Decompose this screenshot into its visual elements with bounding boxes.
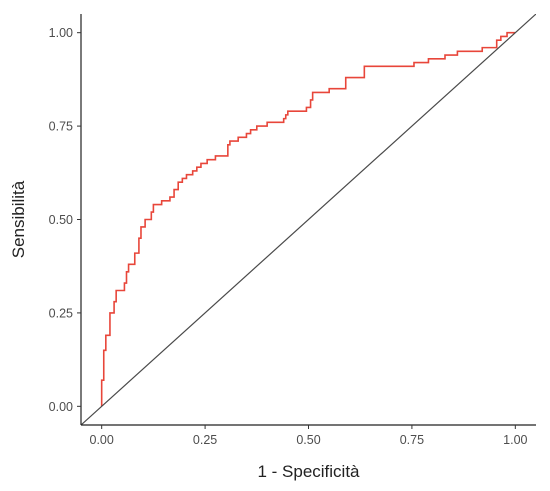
reference-diagonal-line: [81, 14, 536, 425]
y-tick-label: 0.50: [49, 213, 73, 227]
x-tick-label: 1.00: [503, 433, 527, 447]
x-tick-label: 0.75: [400, 433, 424, 447]
x-tick-label: 0.25: [193, 433, 217, 447]
plot-area: 0.00 0.25 0.50 0.75 1.00 0.00 0.25 0.50 0.75 1.0…: [49, 14, 536, 447]
x-tick-label: 0.50: [296, 433, 320, 447]
y-tick-label: 0.25: [49, 306, 73, 320]
x-axis-title: 1 - Specificità: [257, 462, 360, 481]
y-tick-label: 0.00: [49, 400, 73, 414]
series-layer: [81, 14, 536, 425]
y-tick-label: 1.00: [49, 26, 73, 40]
y-tick-label: 0.75: [49, 120, 73, 134]
y-axis-ticks: 0.00 0.25 0.50 0.75 1.00: [49, 26, 81, 414]
x-tick-label: 0.00: [90, 433, 114, 447]
roc-curve-line: [100, 31, 516, 407]
y-axis-title: Sensibilità: [9, 180, 28, 258]
x-axis-ticks: 0.00 0.25 0.50 0.75 1.00: [90, 425, 528, 447]
